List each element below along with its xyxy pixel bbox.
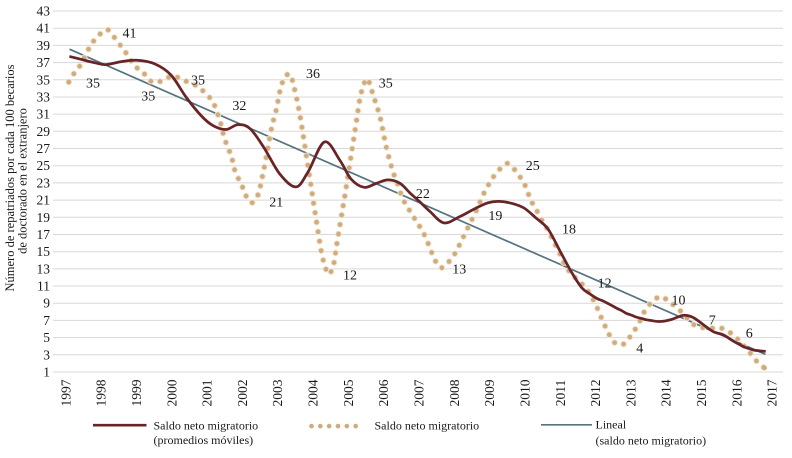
svg-text:2004: 2004	[306, 379, 321, 406]
svg-text:37: 37	[37, 55, 51, 70]
svg-text:35: 35	[379, 77, 393, 92]
svg-text:7: 7	[43, 313, 50, 328]
svg-text:41: 41	[37, 21, 51, 36]
svg-text:41: 41	[123, 27, 137, 42]
svg-text:22: 22	[416, 187, 430, 202]
svg-text:18: 18	[562, 223, 576, 238]
svg-text:Número de repatriados por cada: Número de repatriados por cada 100 becar…	[3, 64, 17, 291]
svg-text:2008: 2008	[447, 379, 462, 406]
svg-text:1997: 1997	[58, 379, 73, 406]
svg-text:25: 25	[526, 159, 540, 174]
svg-text:2015: 2015	[694, 379, 709, 406]
svg-text:12: 12	[343, 268, 357, 283]
svg-text:5: 5	[43, 330, 50, 345]
svg-text:2003: 2003	[270, 379, 285, 406]
svg-text:2005: 2005	[341, 379, 356, 406]
svg-text:31: 31	[37, 107, 51, 122]
svg-text:39: 39	[37, 38, 51, 53]
svg-text:2009: 2009	[482, 379, 497, 406]
svg-text:13: 13	[37, 261, 51, 276]
svg-text:25: 25	[37, 158, 51, 173]
svg-text:32: 32	[232, 99, 246, 114]
svg-text:9: 9	[43, 296, 50, 311]
svg-text:23: 23	[37, 175, 51, 190]
svg-text:35: 35	[86, 77, 100, 92]
svg-text:12: 12	[598, 276, 612, 291]
svg-text:2011: 2011	[553, 380, 568, 407]
svg-text:27: 27	[37, 141, 51, 156]
svg-text:35: 35	[37, 72, 51, 87]
svg-text:2007: 2007	[412, 379, 427, 406]
svg-text:15: 15	[37, 244, 51, 259]
svg-text:43: 43	[37, 4, 51, 19]
svg-text:2010: 2010	[518, 379, 533, 406]
svg-text:29: 29	[37, 124, 51, 139]
svg-text:(promedios móviles): (promedios móviles)	[154, 433, 254, 447]
svg-text:35: 35	[141, 90, 155, 105]
svg-text:2012: 2012	[588, 380, 603, 407]
svg-text:2016: 2016	[729, 379, 744, 406]
svg-text:de doctorado en el extranjero: de doctorado en el extranjero	[16, 108, 30, 254]
svg-text:7: 7	[709, 313, 716, 328]
svg-text:Saldo neto migratorio: Saldo neto migratorio	[375, 419, 480, 433]
svg-text:2000: 2000	[164, 379, 179, 406]
svg-text:2017: 2017	[765, 379, 780, 406]
svg-text:2002: 2002	[235, 380, 250, 407]
svg-text:1: 1	[43, 365, 50, 380]
svg-text:19: 19	[37, 210, 51, 225]
svg-text:2014: 2014	[659, 379, 674, 406]
svg-text:1999: 1999	[129, 379, 144, 406]
svg-text:(saldo neto migratorio): (saldo neto migratorio)	[596, 434, 707, 448]
svg-text:11: 11	[37, 279, 50, 294]
svg-text:2013: 2013	[623, 379, 638, 406]
svg-text:3: 3	[43, 347, 50, 362]
svg-text:10: 10	[672, 293, 686, 308]
svg-text:19: 19	[488, 209, 502, 224]
svg-text:35: 35	[191, 74, 205, 89]
svg-text:2006: 2006	[376, 379, 391, 406]
svg-text:Lineal: Lineal	[596, 418, 627, 432]
svg-text:1998: 1998	[94, 379, 109, 406]
svg-text:21: 21	[269, 196, 283, 211]
svg-text:Saldo neto migratorio: Saldo neto migratorio	[154, 419, 259, 433]
svg-text:17: 17	[37, 227, 51, 242]
svg-text:36: 36	[306, 67, 320, 82]
svg-text:6: 6	[746, 327, 753, 342]
svg-text:2001: 2001	[200, 380, 215, 407]
svg-text:13: 13	[452, 262, 466, 277]
svg-text:33: 33	[37, 90, 51, 105]
svg-text:21: 21	[37, 193, 51, 208]
svg-text:4: 4	[636, 342, 643, 357]
